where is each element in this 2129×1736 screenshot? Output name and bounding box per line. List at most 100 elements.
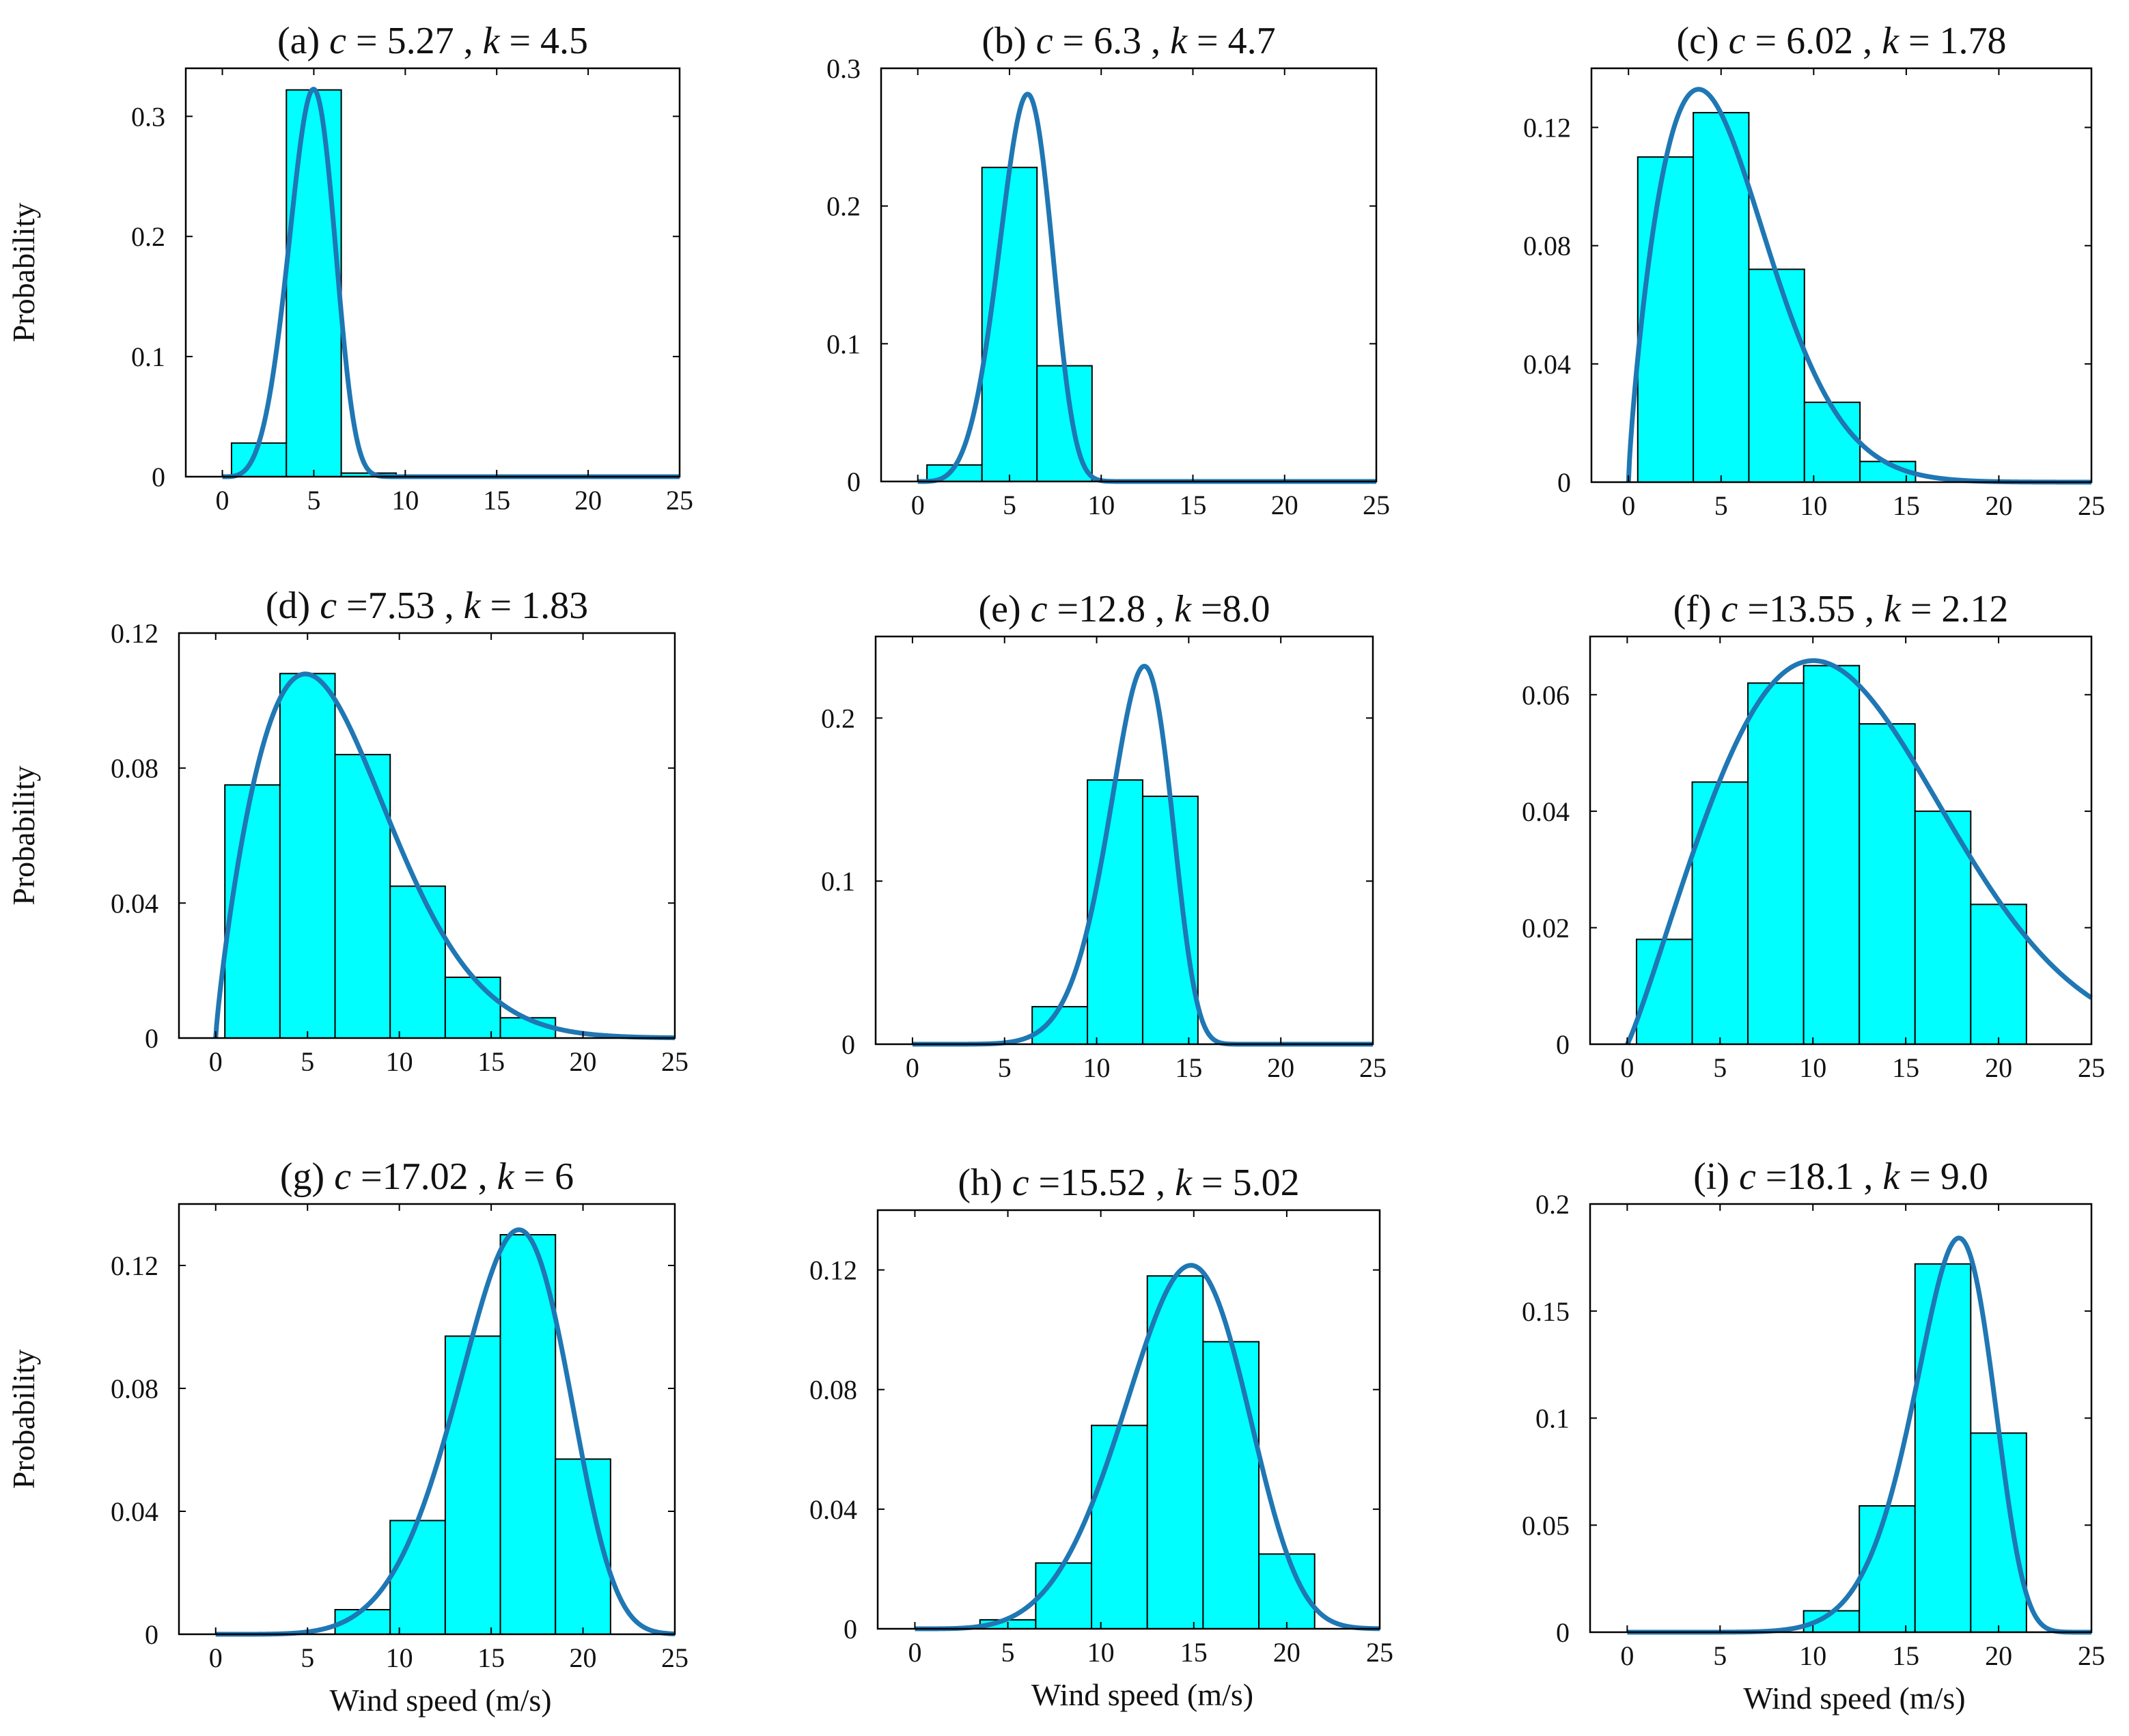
histogram-bar [1258, 1553, 1316, 1629]
title-symbol: k [1882, 1156, 1900, 1198]
y-tick-label: 0.2 [131, 221, 165, 252]
x-tick-label: 20 [570, 1642, 597, 1673]
x-tick-label: 25 [1359, 1052, 1387, 1083]
title-symbol: c [1036, 20, 1053, 62]
x-axis-label: Wind speed (m/s) [329, 1683, 551, 1718]
title-text: (c) [1676, 20, 1728, 62]
title-text: =8.0 [1191, 588, 1270, 630]
x-tick-label: 15 [1180, 1637, 1208, 1668]
histogram-bar [1141, 796, 1199, 1046]
histogram-bar [1803, 402, 1861, 484]
panel-title: (e) c =12.8 , k =8.0 [978, 588, 1270, 630]
panel-d: 0 5 10 15 20 25 0 0.04 0.08 0.12 (d) c =7.53 , k =… [6, 585, 688, 1077]
histogram-bar [1970, 1432, 2027, 1634]
panel-b: 0 5 10 15 20 25 0 0.1 0.2 0.3 (b) c = 6.3 , k = 4.… [826, 20, 1390, 520]
weibull-fit-curve [913, 1263, 1382, 1632]
x-tick-label: 15 [1175, 1052, 1202, 1083]
title-text: =13.55 , [1738, 588, 1884, 630]
histogram-bar [444, 977, 501, 1039]
x-tick-label: 25 [666, 485, 693, 516]
title-symbol: k [497, 1156, 515, 1198]
x-tick-label: 15 [1892, 1052, 1919, 1083]
x-tick-label: 20 [574, 485, 602, 516]
panel-a: 0 5 10 15 20 25 0 0.1 0.2 0.3 (a) c = 5.27 , k = 4… [6, 20, 693, 516]
y-tick-label: 0.08 [1523, 231, 1571, 262]
title-symbol: k [483, 20, 501, 62]
x-tick-label: 20 [1985, 490, 2012, 521]
y-tick-label: 0.1 [826, 328, 861, 359]
title-symbol: c [329, 20, 346, 62]
title-text: (i) [1693, 1156, 1739, 1198]
weibull-fit-curve [213, 671, 677, 1041]
title-symbol: c [1012, 1162, 1029, 1204]
x-tick-label: 15 [477, 1642, 505, 1673]
y-tick-label: 0.15 [1522, 1296, 1570, 1327]
y-tick-label: 0.12 [111, 618, 158, 649]
x-tick-label: 25 [2078, 1052, 2105, 1083]
weibull-fit-curve [1625, 658, 2093, 1046]
title-text: = 5.02 [1192, 1162, 1300, 1204]
histogram-bar [1691, 781, 1749, 1045]
y-tick-label: 0.06 [1522, 680, 1570, 710]
x-tick-label: 0 [1620, 1052, 1634, 1083]
x-tick-label: 10 [1087, 490, 1115, 520]
panel-title: (d) c =7.53 , k = 1.83 [266, 585, 588, 627]
x-tick-label: 0 [216, 485, 229, 516]
x-tick-label: 10 [1800, 490, 1827, 521]
y-tick-label: 0.04 [809, 1494, 857, 1525]
y-tick-label: 0.3 [131, 101, 165, 132]
x-tick-label: 0 [209, 1642, 223, 1673]
title-text: = 2.12 [1901, 588, 2009, 630]
title-symbol: c [1729, 20, 1746, 62]
histogram-bar [1747, 682, 1805, 1045]
x-tick-label: 20 [1273, 1637, 1300, 1668]
histogram-bar [1035, 1562, 1093, 1629]
y-tick-label: 0.08 [111, 753, 158, 784]
panel-h: 0 5 10 15 20 25 0 0.04 0.08 0.12 (h) c =15.52 , k … [809, 1162, 1393, 1712]
y-tick-label: 0.12 [1523, 113, 1571, 143]
title-text: (d) [266, 585, 320, 627]
histogram-bar [1146, 1275, 1204, 1630]
title-text: (a) [277, 20, 329, 62]
title-text: = 5.27 , [346, 20, 483, 62]
y-tick-label: 0.04 [111, 1496, 158, 1527]
panel-g: 0 5 10 15 20 25 0 0.04 0.08 0.12 (g) c =17.02 , k … [6, 1156, 688, 1718]
y-tick-label: 0.12 [111, 1250, 158, 1281]
histogram-bar [224, 784, 281, 1039]
x-axis-label: Wind speed (m/s) [1031, 1677, 1253, 1712]
y-tick-label: 0.2 [1535, 1189, 1570, 1220]
y-tick-label: 0.3 [826, 53, 861, 84]
title-text: =12.8 , [1047, 588, 1174, 630]
title-text: = 1.83 [481, 585, 589, 627]
x-tick-label: 25 [2078, 490, 2105, 521]
histogram-bar [279, 673, 336, 1039]
panel-title: (f) c =13.55 , k = 2.12 [1673, 588, 2009, 630]
y-tick-label: 0.08 [809, 1375, 857, 1405]
axes-box [178, 1203, 676, 1636]
y-tick-label: 0 [145, 1023, 158, 1054]
panel-e: 0 5 10 15 20 25 0 0.1 0.2 (e) c =12.8 , k =8.0 [821, 588, 1387, 1083]
x-tick-label: 0 [1620, 1640, 1634, 1671]
axes-box [1590, 67, 2093, 484]
title-symbol: c [1739, 1156, 1756, 1198]
title-text: = 9.0 [1900, 1156, 1988, 1198]
y-tick-label: 0.08 [111, 1373, 158, 1404]
x-tick-label: 25 [1366, 1637, 1393, 1668]
x-tick-label: 25 [661, 1046, 688, 1077]
panel-title: (h) c =15.52 , k = 5.02 [958, 1162, 1299, 1204]
y-tick-label: 0.05 [1522, 1510, 1570, 1541]
axes-box [876, 1209, 1381, 1630]
histogram-bar [1087, 779, 1143, 1046]
y-tick-label: 0.04 [111, 888, 158, 919]
y-tick-label: 0 [844, 1614, 857, 1644]
x-tick-label: 25 [1363, 490, 1390, 520]
x-tick-label: 10 [1083, 1052, 1111, 1083]
y-tick-label: 0.04 [1523, 349, 1571, 380]
title-text: (f) [1673, 588, 1721, 630]
x-tick-label: 20 [1271, 490, 1298, 520]
panel-title: (i) c =18.1 , k = 9.0 [1693, 1156, 1988, 1198]
y-tick-label: 0 [841, 1029, 855, 1060]
weibull-fit-curve [214, 1227, 677, 1637]
y-axis-label: Probability [6, 1349, 41, 1489]
histogram-bar [1748, 268, 1805, 483]
